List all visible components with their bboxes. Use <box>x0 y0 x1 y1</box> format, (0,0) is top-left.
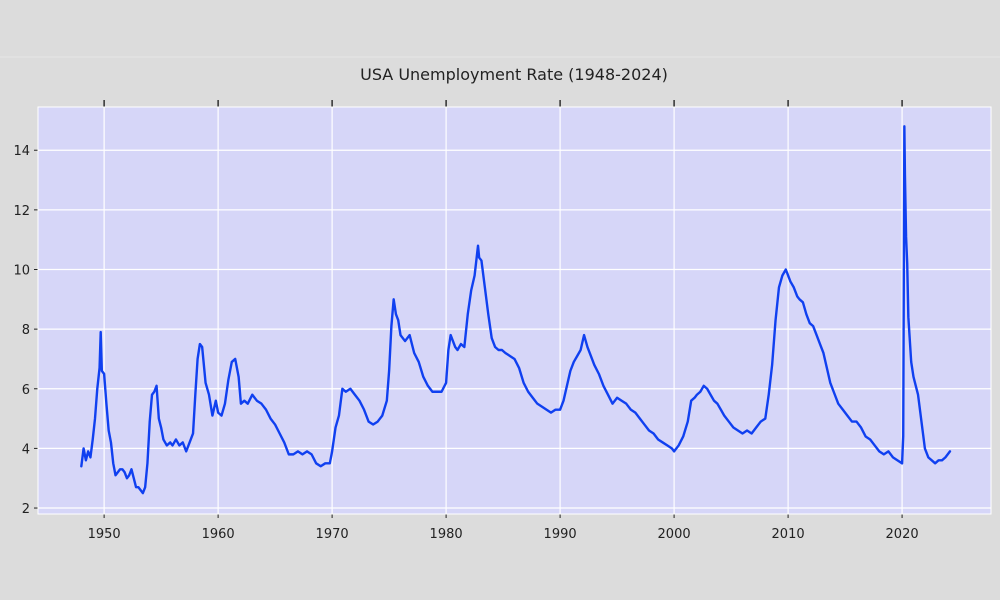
x-tick-label: 1960 <box>202 527 235 542</box>
x-tick-label: 2010 <box>772 527 805 542</box>
x-tick-label: 1980 <box>430 527 463 542</box>
y-tick-label: 8 <box>22 323 30 338</box>
x-tick-label: 1970 <box>316 527 349 542</box>
x-tick-label: 2000 <box>658 527 691 542</box>
x-tick-label: 1990 <box>544 527 577 542</box>
x-tick-labels: 1950 1960 1970 1980 1990 2000 2010 2020 <box>88 527 919 542</box>
y-tick-label: 4 <box>22 442 30 457</box>
x-tick-label: 2020 <box>886 527 919 542</box>
y-tick-label: 10 <box>13 264 30 279</box>
grid-lines <box>38 107 991 514</box>
plot-area <box>38 107 991 514</box>
y-tick-labels: 2 4 6 8 10 12 14 <box>13 144 30 517</box>
y-tick-label: 2 <box>22 502 30 517</box>
y-tick-label: 12 <box>13 204 30 219</box>
y-tick-label: 14 <box>13 144 30 159</box>
unemployment-rate-line <box>80 125 952 495</box>
axis-ticks <box>34 100 903 518</box>
x-tick-label: 1950 <box>88 527 121 542</box>
y-tick-label: 6 <box>22 383 30 398</box>
chart-title: USA Unemployment Rate (1948-2024) <box>360 65 668 84</box>
plot-frame <box>37 106 992 515</box>
